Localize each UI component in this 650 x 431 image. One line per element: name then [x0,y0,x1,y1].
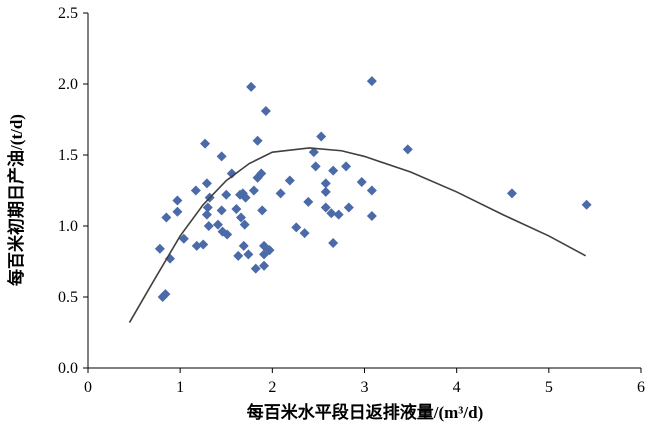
data-point [275,188,286,199]
data-point [320,178,331,189]
data-point [260,105,271,116]
data-point [233,250,244,261]
data-point [239,219,250,230]
data-point [284,175,295,186]
y-tick-label: 2.0 [58,76,78,93]
data-point [320,186,331,197]
fit-curve [128,147,587,323]
data-point [303,196,314,207]
data-point [341,161,352,172]
data-point [216,151,227,162]
data-point [248,185,259,196]
x-axis-label: 每百米水平段日返排液量/(m³/d) [247,402,483,422]
data-point [154,243,165,254]
data-point [259,260,270,271]
data-point [243,249,254,260]
data-point [581,199,592,210]
x-tick-label: 0 [84,379,92,396]
data-point [343,202,354,213]
data-point [201,178,212,189]
data-point [333,209,344,220]
data-point [238,240,249,251]
data-point [160,289,171,300]
y-tick-label: 1.5 [58,147,78,164]
data-point [198,239,209,250]
data-point [235,212,246,223]
data-point [328,165,339,176]
y-axis-label: 每百米初期日产油/(t/d) [6,114,26,286]
y-tick-label: 2.5 [58,5,78,22]
data-point [308,147,319,158]
data-point [203,221,214,231]
data-point [178,233,189,244]
data-point [366,211,377,222]
data-point [172,195,183,206]
data-point [402,144,413,155]
data-point [320,202,331,213]
x-tick-label: 3 [361,379,369,396]
x-tick-label: 4 [453,379,461,396]
data-point [310,161,321,172]
data-point [202,202,213,213]
data-point [366,76,377,87]
data-point [221,189,232,200]
x-tick-label: 1 [176,379,184,396]
y-tick-label: 0.0 [58,360,78,377]
x-tick-label: 5 [545,379,553,396]
data-point [190,185,201,196]
data-point [326,208,337,219]
data-point [257,205,268,216]
data-point [366,185,377,196]
data-point [161,212,172,223]
data-point [316,131,327,142]
data-point [256,168,267,179]
data-point [231,203,242,214]
data-point [191,240,202,251]
data-point [252,135,263,146]
data-point [226,168,237,179]
y-tick-label: 0.5 [58,289,78,306]
data-point [240,192,251,203]
data-point [216,205,227,216]
data-point [172,206,183,217]
data-point [200,138,211,149]
x-tick-label: 2 [268,379,276,396]
data-point [356,176,367,187]
data-point [201,209,212,220]
data-point [291,222,302,233]
data-point [212,219,223,230]
x-tick-label: 6 [637,379,645,396]
data-point [250,263,261,274]
data-point [246,81,257,92]
data-point [299,228,310,239]
y-tick-label: 1.0 [58,218,78,235]
data-point [264,245,275,256]
data-point [222,229,233,240]
data-point [328,238,339,249]
data-point [506,188,517,199]
